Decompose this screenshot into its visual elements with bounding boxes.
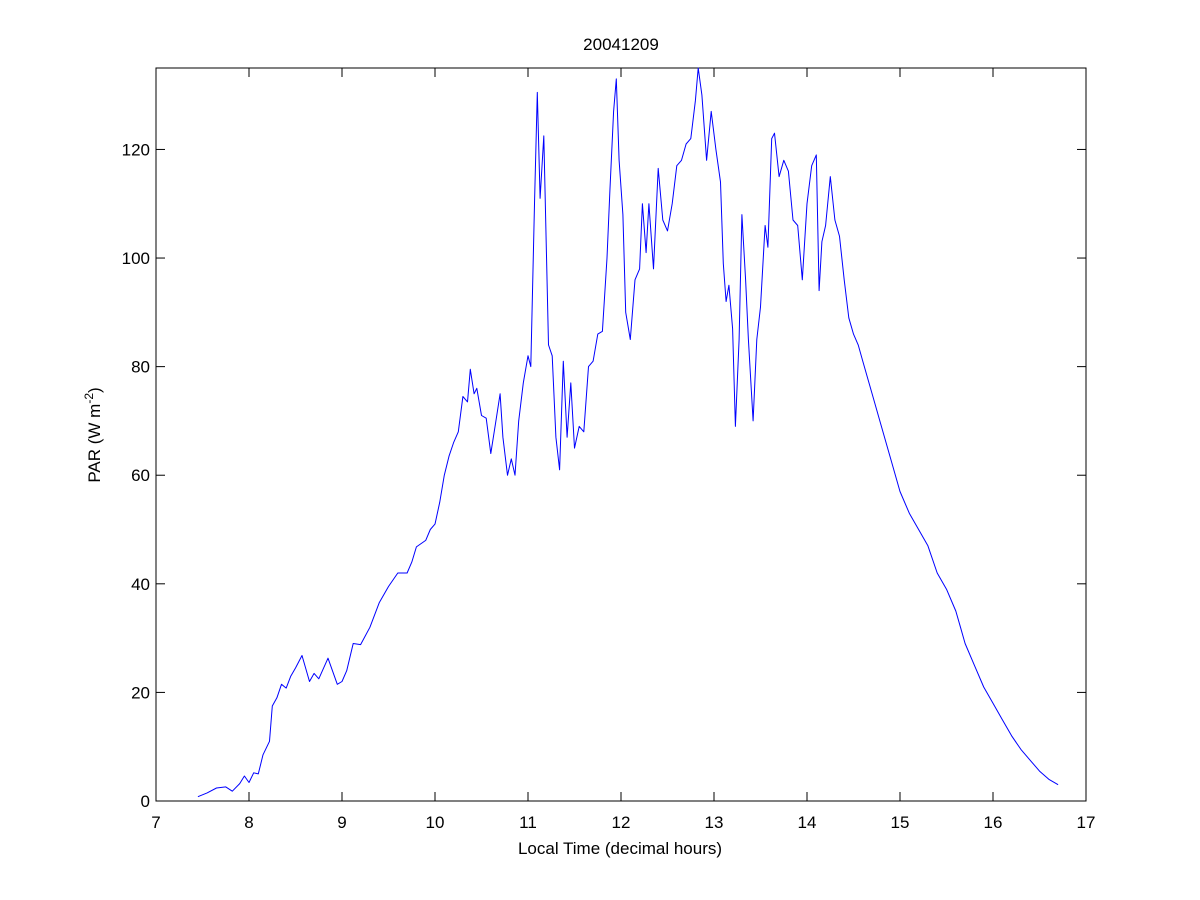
- x-tick-label: 9: [337, 813, 346, 832]
- x-tick-label: 7: [151, 813, 160, 832]
- x-tick-label: 14: [798, 813, 817, 832]
- x-tick-label: 15: [891, 813, 910, 832]
- y-axis-label: PAR (W m-2): [82, 387, 104, 482]
- y-tick-label: 100: [122, 249, 150, 268]
- y-tick-label: 20: [131, 683, 150, 702]
- y-tick-label: 80: [131, 358, 150, 377]
- y-axis-label-suffix: ): [85, 387, 104, 393]
- y-axis-label-superscript: -2: [82, 393, 96, 404]
- y-tick-label: 40: [131, 575, 150, 594]
- y-axis-label-base: PAR (W m: [85, 404, 104, 483]
- y-tick-label: 120: [122, 140, 150, 159]
- x-tick-label: 8: [244, 813, 253, 832]
- x-tick-label: 12: [612, 813, 631, 832]
- chart-title: 20041209: [583, 35, 659, 54]
- y-tick-label: 60: [131, 466, 150, 485]
- x-tick-label: 11: [519, 813, 537, 832]
- x-tick-label: 16: [984, 813, 1003, 832]
- y-tick-label: 0: [141, 792, 150, 811]
- x-tick-label: 10: [426, 813, 445, 832]
- x-axis-label: Local Time (decimal hours): [518, 839, 722, 858]
- x-tick-label: 17: [1077, 813, 1096, 832]
- plot-area: 7 8 9 10 11 12 13 14 15 16 17 0 20 40 60 80 100 120: [122, 67, 1096, 832]
- par-series-line: [197, 67, 1059, 798]
- x-tick-label: 13: [705, 813, 724, 832]
